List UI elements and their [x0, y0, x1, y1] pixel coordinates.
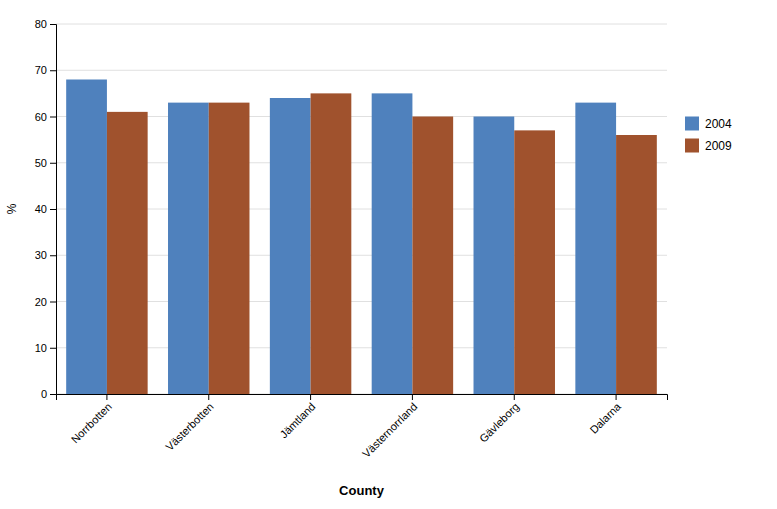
bar: [474, 117, 515, 395]
tick: 40: [35, 203, 56, 215]
tick: 70: [35, 64, 56, 76]
tick: 0: [41, 388, 56, 400]
tick: 30: [35, 249, 56, 261]
legend-swatch: [685, 139, 699, 153]
tick-mark: [412, 394, 413, 400]
bar-series: [66, 80, 616, 395]
tick-label: 70: [35, 64, 47, 76]
plot: 0 10 20 30 40 50 60 70 80 Norrbotten Västerbotten J…: [35, 18, 668, 460]
bar-series: [107, 93, 657, 394]
bar: [107, 112, 148, 394]
y-axis: 0 10 20 30 40 50 60 70 80: [35, 18, 57, 400]
tick-label: Gävleborg: [477, 400, 521, 444]
x-axis-title: County: [339, 483, 385, 498]
legend-item: 2004: [685, 117, 732, 131]
bar: [270, 98, 311, 394]
tick-mark: [50, 209, 56, 210]
tick-mark: [50, 70, 56, 71]
grid-line: [56, 24, 667, 25]
axis-line: [50, 25, 57, 395]
tick-mark: [106, 394, 107, 400]
tick: Västernorrland: [360, 394, 420, 460]
tick-mark: [208, 394, 209, 400]
legend: 2004 2009: [685, 117, 732, 153]
axis-line: [57, 395, 668, 401]
bar: [66, 80, 107, 395]
x-axis: Norrbotten Västerbotten Jämtland Västernorr…: [57, 394, 668, 460]
bar: [514, 130, 555, 394]
tick: 50: [35, 157, 56, 169]
tick: 10: [35, 342, 56, 354]
tick-label: 10: [35, 342, 47, 354]
chart: 0 10 20 30 40 50 60 70 80 Norrbotten Västerbotten J…: [0, 0, 777, 509]
tick-label: Västerbotten: [163, 400, 216, 453]
legend-label: 2009: [705, 139, 732, 153]
tick: 80: [35, 18, 56, 30]
tick: 20: [35, 296, 56, 308]
y-axis-title: %: [5, 203, 19, 214]
bar: [168, 103, 209, 394]
bar: [412, 117, 453, 395]
tick-label: 60: [35, 111, 47, 123]
tick-label: Jämtland: [278, 400, 318, 440]
tick-label: Norrbotten: [69, 400, 114, 445]
tick-label: 30: [35, 249, 47, 261]
tick-mark: [310, 394, 311, 400]
legend-item: 2009: [685, 139, 732, 153]
bar: [616, 135, 657, 394]
tick-mark: [50, 117, 56, 118]
bar: [311, 93, 352, 394]
tick-label: 20: [35, 296, 47, 308]
tick-mark: [50, 302, 56, 303]
tick: Västerbotten: [163, 394, 216, 453]
tick: Norrbotten: [69, 394, 114, 446]
tick: Gävleborg: [477, 394, 521, 445]
bar: [372, 93, 413, 394]
tick-label: Dalarna: [587, 400, 623, 436]
grid-line: [56, 70, 667, 71]
tick-mark: [50, 394, 56, 395]
tick-label: 0: [41, 388, 47, 400]
tick-label: 50: [35, 157, 47, 169]
bar: [575, 103, 616, 394]
tick: Dalarna: [587, 394, 623, 436]
tick-mark: [50, 163, 56, 164]
bars: [66, 80, 657, 395]
tick-mark: [616, 394, 617, 400]
bar: [209, 103, 250, 394]
tick: 60: [35, 111, 56, 123]
tick-mark: [514, 394, 515, 400]
tick-label: 40: [35, 203, 47, 215]
tick-mark: [50, 24, 56, 25]
tick-mark: [50, 255, 56, 256]
tick-label: 80: [35, 18, 47, 30]
tick: Jämtland: [278, 394, 318, 440]
grid: [56, 24, 667, 394]
legend-swatch: [685, 117, 699, 131]
tick-mark: [50, 348, 56, 349]
legend-label: 2004: [705, 117, 732, 131]
tick-label: Västernorrland: [360, 400, 420, 460]
